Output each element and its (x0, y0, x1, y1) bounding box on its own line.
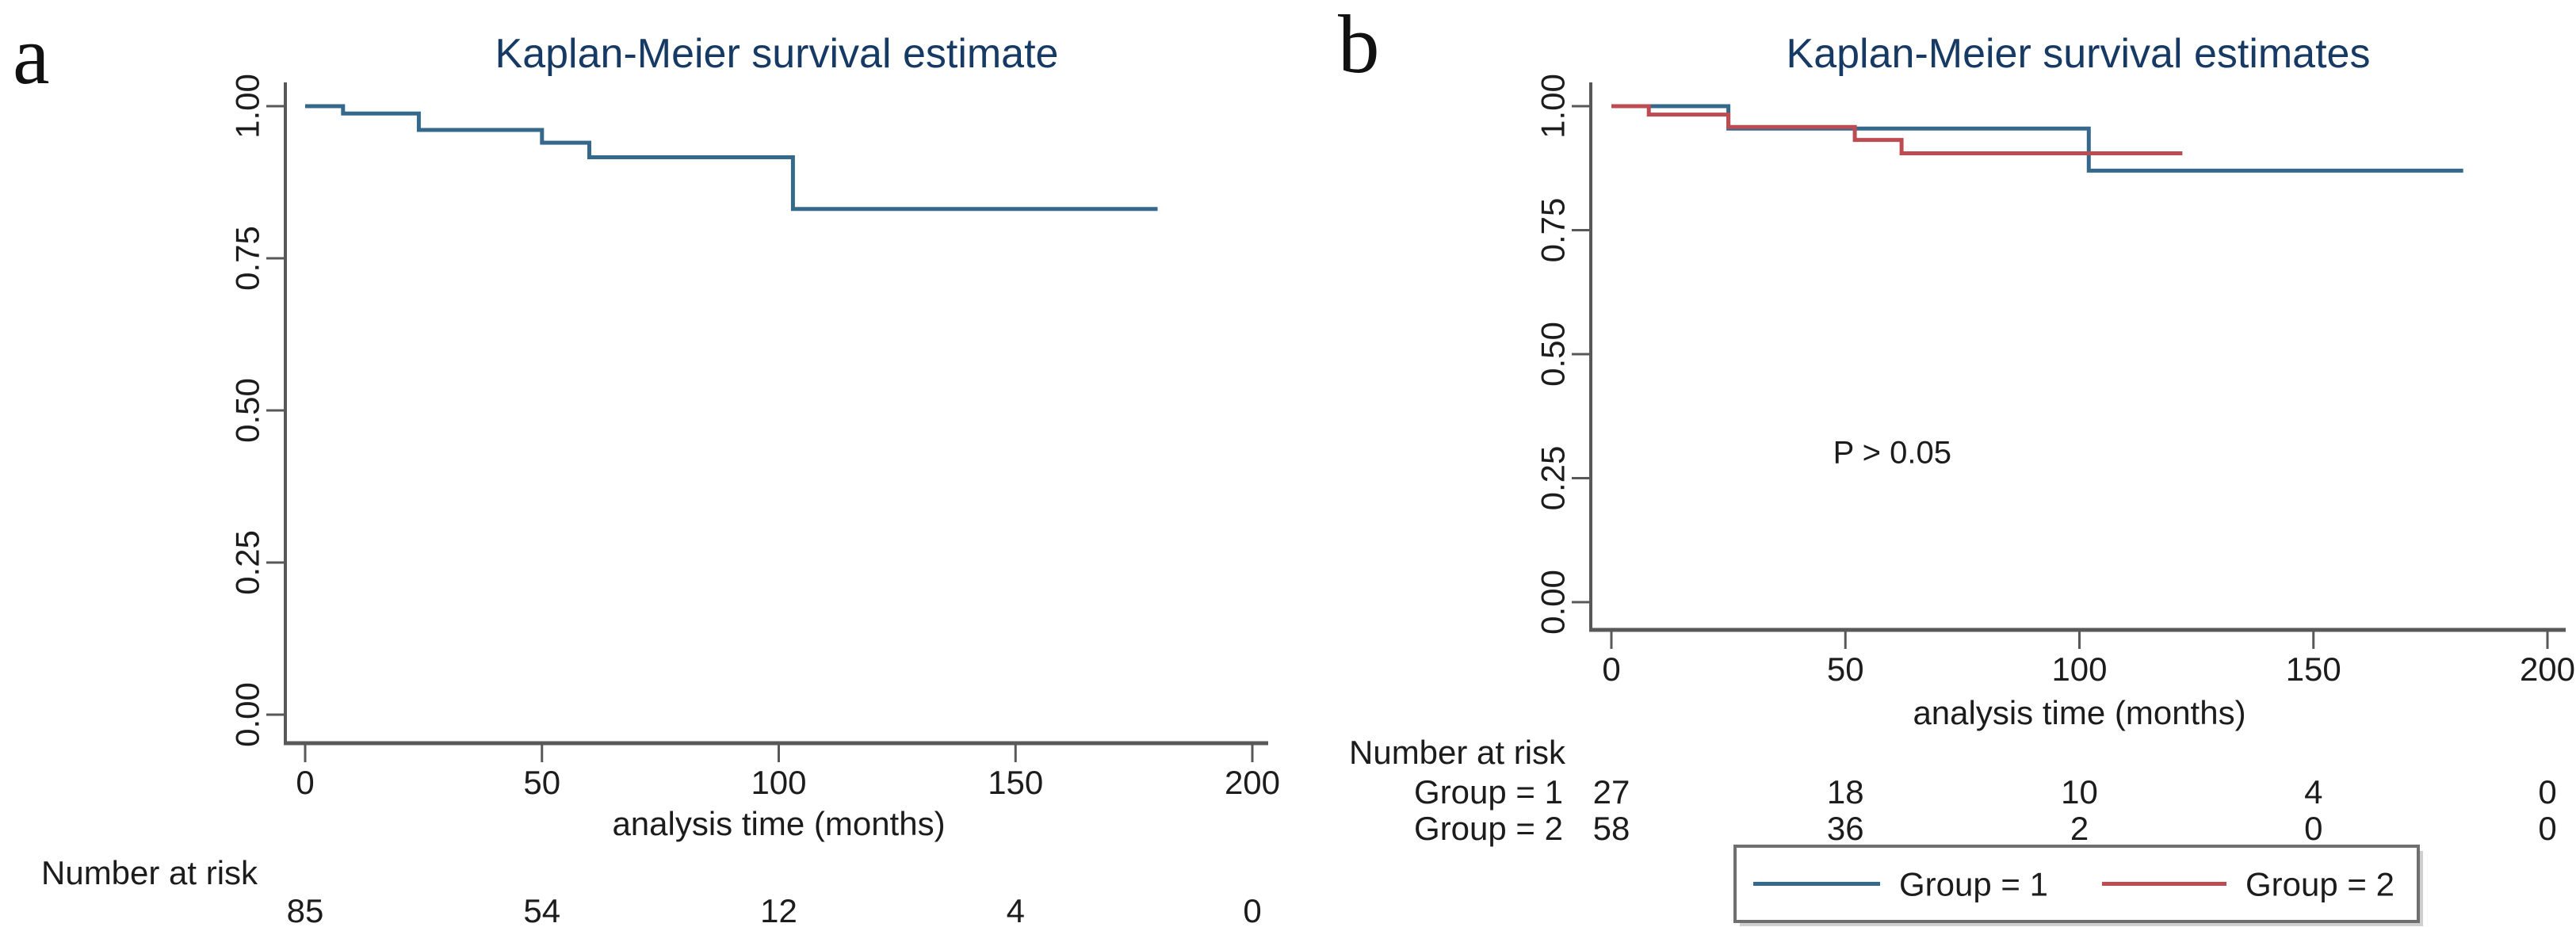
panel-a-x-axis-label: analysis time (months) (612, 805, 945, 842)
panel-b-risk-row-label: Group = 1 (1414, 773, 1563, 811)
panel-a-y-tick-label: 0.00 (229, 682, 266, 747)
panel-b-legend-label: Group = 2 (2245, 866, 2394, 903)
panel-b-pvalue-annotation: P > 0.05 (1833, 436, 1951, 471)
panel-b-risk-value: 0 (2304, 810, 2322, 847)
panel-a-x-tick-label: 200 (1225, 764, 1280, 801)
panel-a-risk-table-header: Number at risk (41, 854, 258, 891)
panel-a-x-tick-label: 50 (523, 764, 560, 801)
panel-b-x-axis-label: analysis time (months) (1913, 694, 2245, 731)
panel-a-y-tick-label: 0.25 (229, 530, 266, 595)
panel-b-x-tick-label: 150 (2286, 650, 2341, 688)
panel-b-x-tick-label: 50 (1827, 650, 1864, 688)
panel-b-y-tick-label: 0.25 (1535, 446, 1572, 511)
panel-b-y-tick-label: 1.00 (1535, 74, 1572, 139)
panel-b-x-tick-label: 100 (2051, 650, 2107, 688)
panel-b-risk-value: 0 (2538, 810, 2556, 847)
panel-b-curve-group-1 (1611, 104, 2463, 173)
panel-a-risk-value: 4 (1007, 892, 1025, 927)
panel-a-risk-value: 12 (760, 892, 797, 927)
panel-b-risk-value: 4 (2304, 773, 2322, 811)
panel-b-title: Kaplan-Meier survival estimates (1786, 31, 2371, 77)
panel-b-risk-value: 36 (1827, 810, 1864, 847)
panel-a-risk-value: 85 (287, 892, 324, 927)
panel-b-y-tick-label: 0.00 (1535, 570, 1572, 635)
panel-a-x-tick-label: 150 (988, 764, 1043, 801)
panel-a-risk-value: 54 (523, 892, 560, 927)
panel-b-curve-group-2 (1611, 104, 2183, 155)
panel-a-curve-survival-estimate (305, 104, 1158, 212)
panel-b-x-tick-label: 0 (1602, 650, 1620, 688)
panel-b-risk-value: 27 (1593, 773, 1630, 811)
panel-b-risk-table-header: Number at risk (1349, 734, 1566, 771)
panel-a-risk-value: 0 (1243, 892, 1261, 927)
panel-a-y-tick-label: 0.75 (229, 226, 266, 291)
panel-b-risk-value: 18 (1827, 773, 1864, 811)
panel-a-y-tick-label: 0.50 (229, 378, 266, 443)
panel-b-x-tick-label: 200 (2520, 650, 2575, 688)
panel-b-risk-row-label: Group = 2 (1414, 810, 1563, 847)
panel-b-risk-value: 10 (2061, 773, 2098, 811)
panel-a-label: a (13, 9, 50, 101)
panel-b-label: b (1338, 0, 1380, 90)
panel-a-x-tick-label: 0 (296, 764, 314, 801)
panel-b-legend-label: Group = 1 (1899, 866, 2048, 903)
panel-b-risk-value: 0 (2538, 773, 2556, 811)
panel-b-risk-value: 2 (2070, 810, 2089, 847)
panel-b-risk-value: 58 (1593, 810, 1630, 847)
panel-a-title: Kaplan-Meier survival estimate (495, 31, 1059, 77)
panel-a-x-tick-label: 100 (751, 764, 806, 801)
panel-b-y-tick-label: 0.50 (1535, 322, 1572, 387)
panel-a-y-tick-label: 1.00 (229, 74, 266, 139)
panel-b-y-tick-label: 0.75 (1535, 198, 1572, 263)
